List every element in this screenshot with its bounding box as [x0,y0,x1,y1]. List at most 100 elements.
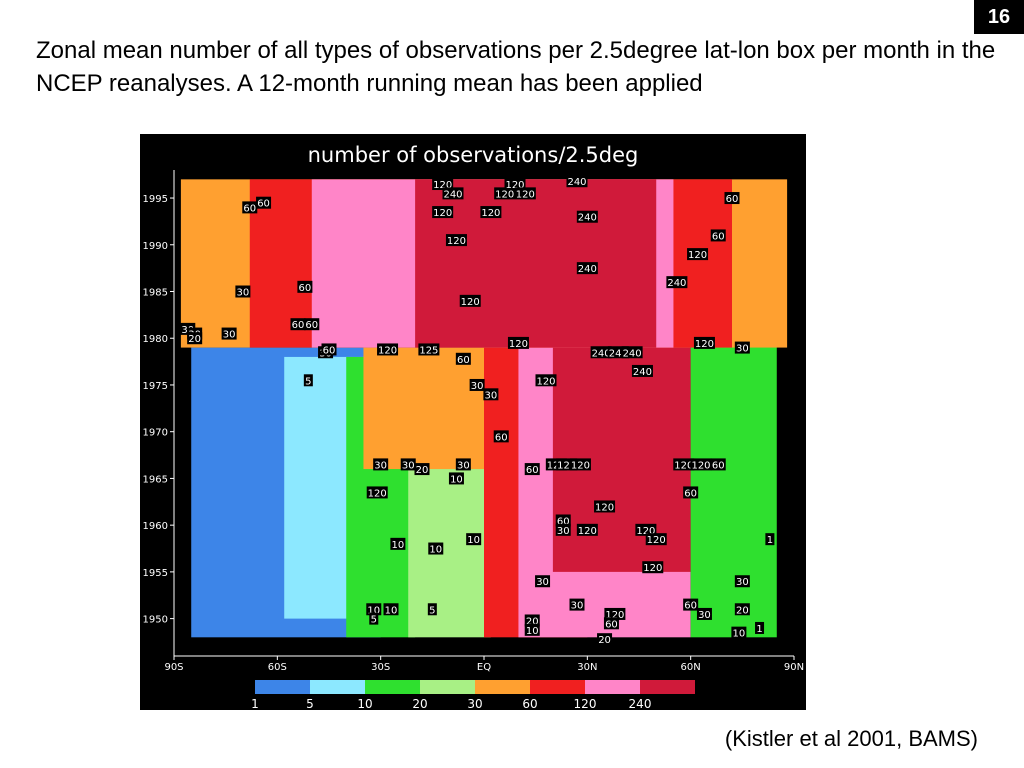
contour-label: 60 [684,488,697,499]
x-tick-label: 30S [371,662,390,673]
y-axis: 1950 1955 1960 1965 1970 1975 1980 1985 1990 1995 [143,170,175,656]
contour-label: 60 [323,345,336,356]
contour-label-box [734,575,750,588]
contour-label: 240 [633,367,652,378]
contour-label: 30 [536,577,549,588]
contour-label-box [493,430,509,443]
contour-label-box [455,352,471,365]
colorbar-label: 5 [306,697,314,710]
slide-number: 16 [974,0,1024,34]
y-tick-label: 1995 [143,194,168,205]
contour-label: 30 [471,381,484,392]
contour-label: 120 [557,460,576,471]
contour-label: 120 [605,610,624,621]
contour-label: 20 [526,616,539,627]
x-tick-label: EQ [477,662,491,673]
contour-label: 30 [557,526,570,537]
contour-label-box [535,374,557,387]
contour-label: 60 [457,355,470,366]
contour-label-box [187,332,203,345]
contour-label: 10 [526,626,539,637]
contour-label-box [597,633,613,646]
contour-label-box [427,603,437,616]
contour-label: 120 [636,526,655,537]
contour-label-box [383,603,399,616]
contour-label: 120 [433,208,452,219]
contour-label-box [524,463,540,476]
contour-label: 5 [371,615,377,626]
contour-label-box [642,561,664,574]
colorbar-label: 60 [522,697,537,710]
slide-title: Zonal mean number of all types of observ… [36,37,996,97]
contour-label-box [524,614,540,627]
contour-label: 30 [698,610,711,621]
contour-label: 60 [299,283,312,294]
colorbar-label: 240 [629,697,652,710]
contour-label-box [576,210,598,223]
contour-label: 60 [712,231,725,242]
contour-label-box [710,229,726,242]
contour-label-box [734,603,750,616]
contour-label-box [448,472,464,485]
contour-label-box [724,192,740,205]
contour-label: 30 [223,330,236,341]
contour-label-box [734,341,750,354]
contour-label-box [445,234,467,247]
contour-label: 60 [526,465,539,476]
contour-label-box [631,364,653,377]
contour-label-box [432,178,454,191]
contour-label: 20 [416,465,429,476]
contour-label: 60 [257,199,270,210]
contour-label-box [604,607,626,620]
contour-label-box [524,623,540,636]
heatmap-cell [604,179,657,348]
contour-label-box [683,486,699,499]
y-tick-label: 1980 [143,334,168,345]
contour-label: 120 [461,297,480,308]
contour-label: 20 [598,635,611,646]
contour-label: 120 [695,339,714,350]
contour-label-box [290,318,306,331]
contour-label-box [666,276,688,289]
contour-label: 120 [447,236,466,247]
y-tick-label: 1960 [143,521,168,532]
contour-label-box [235,285,251,298]
contour-label-box [432,206,454,219]
contour-label-box [377,343,399,356]
contour-label: 60 [305,320,318,331]
contour-label: 120 [688,250,707,261]
contour-label-box [687,248,709,261]
contour-label-box [594,500,616,513]
colorbar: 1 5 10 20 30 60 120 240 [251,680,695,710]
contour-label-box [400,458,416,471]
colorbar-label: 20 [412,697,427,710]
colorbar-swatch [310,680,365,694]
contour-label-box [566,175,588,188]
y-tick-label: 1985 [143,288,168,299]
contour-label: 10 [733,629,746,640]
contour-label: 120 [691,460,710,471]
contour-label: 60 [605,619,618,630]
contour-label: 120 [647,535,666,546]
contour-label: 10 [385,605,398,616]
contour-label: 240 [578,213,597,224]
x-tick-label: 60N [681,662,701,673]
contour-label-box [494,187,516,200]
contour-label-box [621,346,643,359]
contour-label: 10 [450,474,463,485]
contour-label-box [321,343,337,356]
contour-label: 1 [767,535,773,546]
x-axis: 90S 60S 30S EQ 30N 60N 90N [164,655,804,673]
contour-label-box [373,458,389,471]
colorbar-swatch [420,680,475,694]
colorbar-swatch [475,680,530,694]
heatmap-regions [180,179,788,638]
contour-label: 30 [736,577,749,588]
contour-label-box [555,514,571,527]
contour-label-box [590,346,612,359]
x-tick-label: 90N [784,662,804,673]
contour-label: 120 [505,180,524,191]
contour-label-box [696,607,712,620]
contour-label-box [755,621,765,634]
contour-label-box [569,598,585,611]
